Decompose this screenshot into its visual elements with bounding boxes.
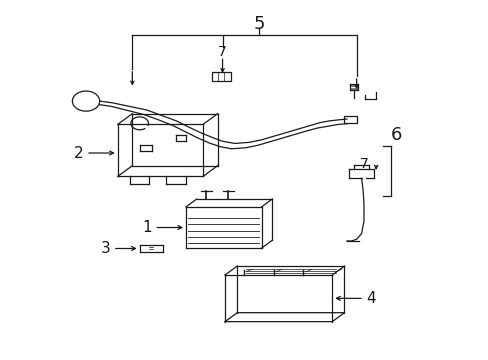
Text: 4: 4 bbox=[366, 291, 375, 306]
Bar bbox=[211, 72, 231, 81]
Text: 5: 5 bbox=[253, 15, 264, 33]
Text: 7: 7 bbox=[359, 157, 368, 171]
Text: 3: 3 bbox=[101, 241, 110, 256]
Text: 6: 6 bbox=[390, 126, 401, 144]
Text: 2: 2 bbox=[74, 145, 83, 161]
Text: 1: 1 bbox=[142, 220, 152, 235]
Text: 7: 7 bbox=[218, 45, 226, 59]
Bar bbox=[344, 116, 356, 123]
